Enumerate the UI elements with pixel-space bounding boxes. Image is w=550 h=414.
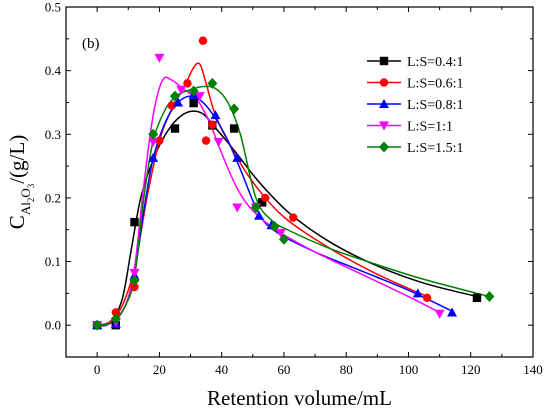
- legend-label: L:S=0.4:1: [407, 55, 464, 70]
- series-1-point: [208, 120, 217, 129]
- series-0-point: [170, 124, 180, 133]
- legend-label: L:S=0.8:1: [407, 98, 464, 113]
- x-tick-label: 80: [340, 362, 353, 377]
- series-1-point: [261, 193, 270, 203]
- series-1-point: [167, 101, 177, 110]
- series-4-point: [92, 319, 103, 331]
- x-tick-label: 60: [277, 362, 290, 377]
- series-1-point: [183, 79, 192, 88]
- series-2-point: [173, 97, 184, 107]
- y-axis-label-part: C: [5, 215, 29, 229]
- series-0-point: [189, 98, 198, 108]
- series-4-point: [229, 103, 240, 115]
- y-tick-label: 0.0: [45, 318, 61, 333]
- series-4-point: [250, 201, 261, 213]
- series-line-0: [97, 110, 478, 327]
- legend-marker-2: [379, 99, 389, 108]
- series-0-point: [130, 217, 139, 227]
- y-axis-label-part: Al: [18, 202, 33, 215]
- series-2-point: [210, 110, 221, 120]
- plot-frame: [65, 6, 534, 358]
- y-tick-label: 0.1: [45, 254, 61, 269]
- series-4-point: [129, 275, 140, 287]
- series-3-point: [213, 137, 224, 147]
- y-tick-label: 0.4: [45, 63, 62, 78]
- y-tick-label: 0.2: [45, 190, 61, 205]
- y-axis-label-part: 3: [26, 183, 36, 188]
- series-1-point: [130, 282, 139, 292]
- series-2-point: [148, 152, 159, 162]
- legend-marker-3: [379, 121, 389, 131]
- series-3-point: [194, 92, 205, 102]
- series-3-point: [176, 85, 187, 95]
- series-4-point: [148, 128, 159, 140]
- series-3-point: [434, 309, 445, 319]
- x-tick-label: 100: [399, 362, 419, 377]
- series-2-point: [412, 288, 423, 298]
- series-1-point: [289, 213, 298, 222]
- x-tick-label: 40: [215, 362, 228, 377]
- series-3-point: [129, 269, 140, 278]
- legend-marker-1: [379, 78, 389, 87]
- series-0-point: [257, 198, 267, 207]
- series-4-point: [278, 233, 289, 245]
- series-1-point: [201, 136, 211, 145]
- series-0-point: [229, 124, 239, 133]
- legend-label: L:S=0.6:1: [407, 77, 464, 92]
- series-1-point: [111, 308, 121, 317]
- series-3-point: [275, 228, 286, 238]
- y-axis-label: CAl2O3/(g/L): [5, 135, 36, 229]
- series-1-point: [198, 36, 208, 45]
- series-4-point: [169, 90, 180, 102]
- y-tick-label: 0.5: [45, 0, 61, 15]
- series-4-point: [269, 221, 280, 233]
- legend-marker-0: [379, 56, 389, 66]
- series-4-point: [207, 77, 218, 89]
- legend-label: L:S=1.5:1: [407, 141, 464, 156]
- x-tick-label: 0: [94, 362, 101, 377]
- series-4-point: [110, 313, 121, 325]
- series-4-point: [188, 85, 199, 97]
- series-2-point: [254, 210, 265, 220]
- x-tick-label: 120: [461, 362, 481, 377]
- y-tick-label: 0.3: [45, 127, 61, 142]
- legend-label: L:S=1:1: [407, 120, 453, 135]
- legend-marker-4: [379, 141, 389, 153]
- series-4-point: [484, 291, 495, 303]
- series-2-point: [447, 307, 458, 317]
- y-axis-label-part: O: [18, 188, 33, 197]
- x-axis-label: Retention volume/mL: [207, 386, 392, 410]
- y-axis-label-part: /(g/L): [5, 135, 29, 184]
- series-3-point: [232, 203, 243, 213]
- x-tick-label: 20: [153, 362, 166, 377]
- series-2-point: [232, 152, 243, 162]
- panel-label: (b): [82, 36, 100, 52]
- x-tick-label: 140: [523, 362, 543, 377]
- y-axis-label-part: 2: [26, 198, 36, 203]
- series-0-point: [472, 293, 482, 303]
- series-3-point: [154, 53, 165, 63]
- series-1-point: [422, 293, 432, 303]
- series-3-point: [148, 137, 159, 147]
